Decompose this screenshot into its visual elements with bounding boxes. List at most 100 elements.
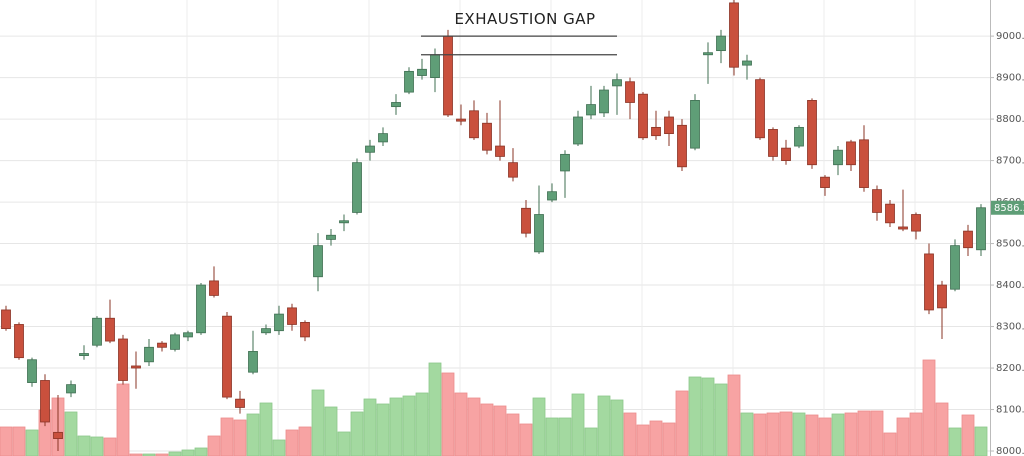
volume-bar bbox=[675, 390, 689, 456]
volume-bar bbox=[233, 419, 247, 456]
candle-body bbox=[898, 226, 908, 230]
candle-body bbox=[833, 149, 843, 166]
candle-body bbox=[92, 317, 102, 346]
candle-body bbox=[677, 124, 687, 168]
volume-bar bbox=[623, 412, 637, 456]
candle-body bbox=[885, 203, 895, 224]
volume-bar bbox=[610, 399, 624, 456]
volume-bar bbox=[220, 417, 234, 456]
candle-body bbox=[625, 81, 635, 103]
volume-bar bbox=[155, 453, 169, 456]
candle-body bbox=[508, 162, 518, 178]
candle-body bbox=[378, 133, 388, 143]
volume-bar bbox=[636, 424, 650, 456]
volume-bar bbox=[545, 417, 559, 456]
y-tick-label: 9000.00 bbox=[996, 31, 1024, 42]
volume-bar bbox=[116, 383, 130, 456]
volume-bar bbox=[753, 413, 767, 456]
candle-body bbox=[794, 126, 804, 147]
volume-bar bbox=[129, 453, 143, 456]
candle-body bbox=[469, 110, 479, 139]
candle-layer bbox=[1, 0, 986, 452]
candle-body bbox=[287, 307, 297, 325]
y-tick-label: 8800.00 bbox=[996, 114, 1024, 125]
volume-bar bbox=[350, 411, 364, 456]
volume-bar bbox=[766, 412, 780, 456]
volume-bar bbox=[558, 417, 572, 456]
candle-body bbox=[144, 346, 154, 363]
volume-bar bbox=[727, 374, 741, 456]
candle-body bbox=[196, 284, 206, 334]
candle-body bbox=[365, 145, 375, 153]
volume-bar bbox=[883, 432, 897, 456]
volume-bar bbox=[740, 412, 754, 456]
volume-bar bbox=[103, 437, 117, 456]
volume-bar bbox=[805, 414, 819, 456]
candle-body bbox=[209, 280, 219, 296]
candle-body bbox=[118, 338, 128, 381]
volume-bar bbox=[844, 412, 858, 456]
annotation-title: EXHAUSTION GAP bbox=[454, 10, 595, 28]
volume-bar bbox=[441, 372, 455, 456]
volume-bar bbox=[64, 411, 78, 456]
candle-body bbox=[1, 309, 11, 330]
y-tick-label: 8900.00 bbox=[996, 73, 1024, 84]
volume-bar bbox=[90, 436, 104, 456]
candle-body bbox=[547, 191, 557, 201]
volume-bar bbox=[922, 359, 936, 456]
volume-bar bbox=[181, 449, 195, 456]
candle-body bbox=[261, 328, 271, 334]
candle-body bbox=[716, 35, 726, 52]
volume-bar bbox=[974, 426, 988, 456]
volume-bar bbox=[896, 417, 910, 456]
volume-bar bbox=[168, 451, 182, 456]
y-tick-label: 8400.00 bbox=[996, 280, 1024, 291]
volume-bar bbox=[506, 413, 520, 456]
candle-body bbox=[586, 104, 596, 116]
y-axis: 8000.00 8100.00 8200.00 8300.00 8400.00 8500.… bbox=[990, 31, 1024, 456]
candle-body bbox=[963, 230, 973, 249]
candle-body bbox=[807, 100, 817, 166]
candle-body bbox=[404, 70, 414, 93]
candle-body bbox=[417, 68, 427, 76]
candle-body bbox=[235, 398, 245, 408]
y-tick-label: 8100.00 bbox=[996, 405, 1024, 416]
candle-body bbox=[651, 126, 661, 137]
candle-body bbox=[339, 220, 349, 224]
volume-bar bbox=[337, 431, 351, 456]
y-tick-label: 8300.00 bbox=[996, 322, 1024, 333]
volume-bar bbox=[259, 402, 273, 456]
annotation-layer: EXHAUSTION GAP bbox=[421, 10, 617, 56]
volume-bar bbox=[571, 393, 585, 456]
candle-body bbox=[560, 153, 570, 172]
volume-bar bbox=[714, 383, 728, 456]
volume-bar bbox=[389, 397, 403, 456]
volume-bar bbox=[792, 412, 806, 456]
candle-body bbox=[690, 100, 700, 149]
candle-body bbox=[430, 54, 440, 78]
volume-bar bbox=[948, 427, 962, 456]
last-price-label: 8586.3 bbox=[994, 203, 1024, 214]
candle-body bbox=[521, 207, 531, 234]
candle-body bbox=[950, 245, 960, 290]
volume-layer bbox=[0, 359, 988, 456]
candle-body bbox=[781, 147, 791, 161]
candle-body bbox=[612, 79, 622, 87]
volume-bar bbox=[662, 422, 676, 456]
candle-body bbox=[391, 102, 401, 108]
candle-body bbox=[846, 141, 856, 166]
candle-body bbox=[495, 145, 505, 157]
volume-bar bbox=[77, 435, 91, 456]
volume-bar bbox=[246, 413, 260, 456]
candle-body bbox=[443, 35, 453, 116]
candle-body bbox=[170, 334, 180, 350]
candle-body bbox=[703, 52, 713, 56]
volume-bar bbox=[467, 397, 481, 456]
volume-bar bbox=[597, 395, 611, 456]
y-tick-label: 8500.00 bbox=[996, 239, 1024, 250]
candle-body bbox=[300, 321, 310, 338]
volume-bar bbox=[0, 426, 13, 456]
volume-bar bbox=[857, 410, 871, 456]
candle-body bbox=[859, 139, 869, 188]
candle-body bbox=[326, 234, 336, 240]
